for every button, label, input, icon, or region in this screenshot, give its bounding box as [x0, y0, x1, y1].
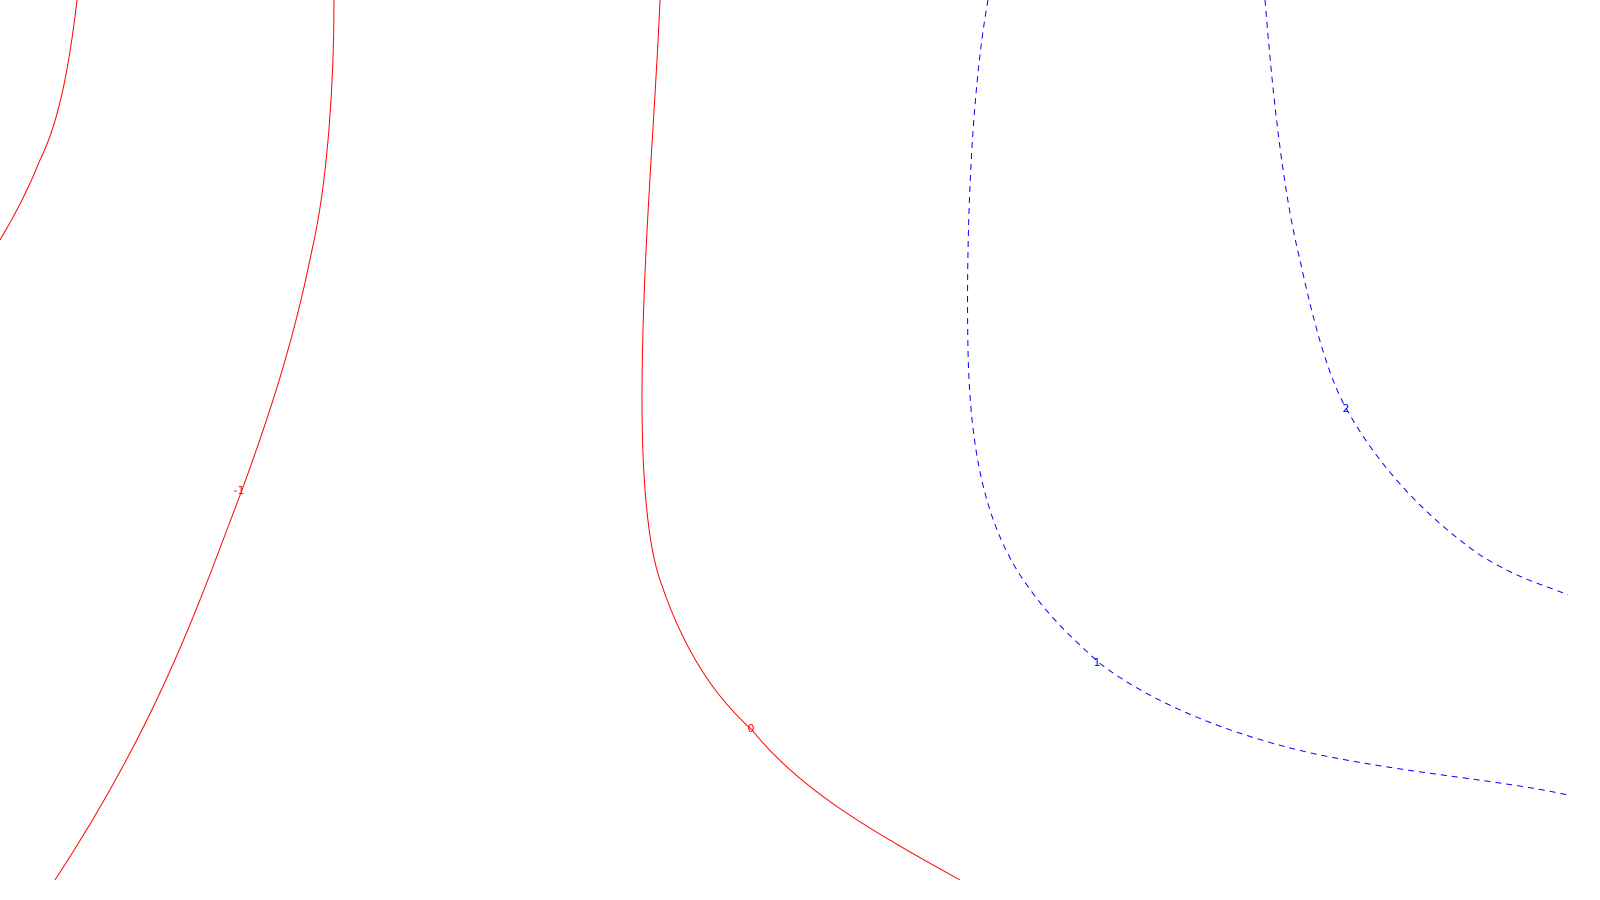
- contour-label-level-0: 0: [748, 722, 755, 735]
- contour-line-level-0: [641, 0, 961, 881]
- contour-line-level-1: [967, 0, 1569, 796]
- contour-line-level-neg1-left: [0, 0, 78, 241]
- contour-label-level-1: 1: [1094, 656, 1101, 669]
- contour-label-level-2: 2: [1343, 402, 1350, 415]
- contour-label-level-neg1: -1: [234, 484, 245, 497]
- contour-line-level-neg1: [54, 0, 335, 881]
- contour-line-level-2: [1264, 0, 1569, 596]
